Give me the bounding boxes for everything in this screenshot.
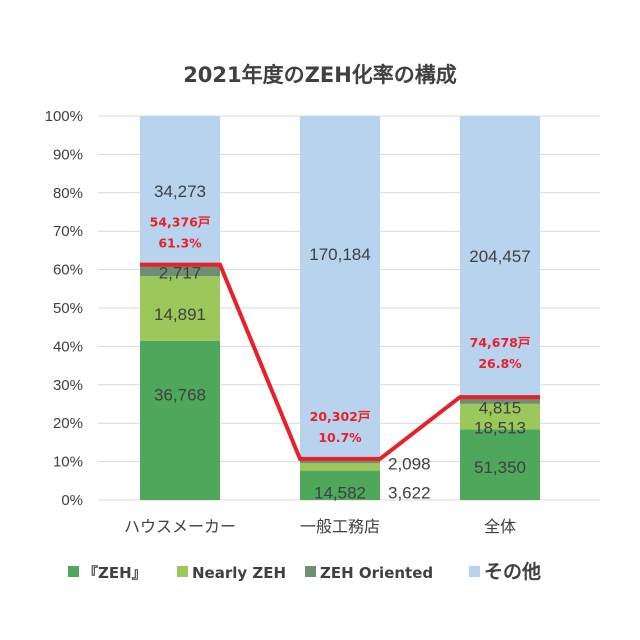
data-label: 2,098 [388, 455, 431, 474]
bar-segment [460, 397, 540, 404]
y-tick-label: 0% [61, 492, 83, 509]
zeh-rate-label: 61.3% [158, 236, 202, 251]
x-tick-label: 全体 [484, 517, 516, 536]
bar-segment [460, 403, 540, 430]
legend-label: ZEH Oriented [320, 564, 433, 582]
data-label: 4,815 [479, 398, 522, 417]
legend-label: Nearly ZEH [192, 564, 286, 582]
legend-swatch [68, 566, 79, 577]
data-label: 3,622 [388, 483, 431, 502]
y-tick-label: 90% [53, 146, 83, 163]
y-tick-label: 50% [53, 300, 83, 317]
bar-segment [300, 116, 380, 460]
y-axis-ticks: 0% 10% 20% 30% 40% 50% 60% 70% 80% 90% 100% [45, 108, 83, 509]
value-labels: 36,768 14,891 2,717 34,273 14,582 3,622 2,098 1… [150, 182, 531, 502]
y-tick-label: 60% [53, 262, 83, 279]
data-label: 14,582 [314, 483, 366, 502]
bar-segment [300, 470, 380, 500]
stacked-bars [140, 116, 540, 500]
x-tick-label: 一般工務店 [300, 517, 380, 536]
x-axis-categories: ハウスメーカー 一般工務店 全体 [124, 517, 516, 536]
data-label: 36,768 [154, 385, 206, 404]
data-label: 34,273 [154, 182, 206, 201]
legend-swatch [305, 566, 316, 577]
y-tick-label: 100% [45, 108, 83, 125]
zeh-count-label: 74,678戸 [470, 335, 531, 350]
zeh-rate-label: 26.8% [478, 356, 522, 371]
data-label: 14,891 [154, 305, 206, 324]
bar-segment [460, 429, 540, 500]
legend: 『ZEH』 Nearly ZEH ZEH Oriented その他 [68, 560, 541, 583]
x-tick-label: ハウスメーカー [124, 517, 236, 536]
data-label: 51,350 [474, 458, 526, 477]
y-tick-label: 40% [53, 338, 83, 355]
y-tick-label: 80% [53, 185, 83, 202]
bar-segment [300, 459, 380, 464]
legend-label: 『ZEH』 [83, 564, 147, 582]
y-tick-label: 70% [53, 223, 83, 240]
chart-title: 2021年度のZEH化率の構成 [183, 63, 457, 87]
legend-swatch [177, 566, 188, 577]
zeh-rate-line [140, 262, 540, 461]
bar-segment [140, 276, 220, 341]
data-label: 18,513 [474, 418, 526, 437]
zeh-rate-label: 10.7% [318, 430, 362, 445]
y-tick-label: 30% [53, 377, 83, 394]
zeh-rate-polyline [140, 262, 540, 461]
data-label: 2,717 [159, 264, 202, 283]
bar-segment [300, 463, 380, 471]
zeh-count-label: 20,302戸 [310, 409, 371, 424]
bar-segment [140, 264, 220, 277]
bar-segment [460, 116, 540, 398]
bar-segment [140, 116, 220, 265]
zeh-count-label: 54,376戸 [150, 215, 211, 230]
legend-label: その他 [484, 560, 541, 583]
y-tick-label: 20% [53, 415, 83, 432]
data-label: 204,457 [469, 247, 530, 266]
bar-segment [140, 340, 220, 500]
legend-swatch [469, 566, 480, 577]
y-tick-label: 10% [53, 454, 83, 471]
data-label: 170,184 [309, 245, 370, 264]
